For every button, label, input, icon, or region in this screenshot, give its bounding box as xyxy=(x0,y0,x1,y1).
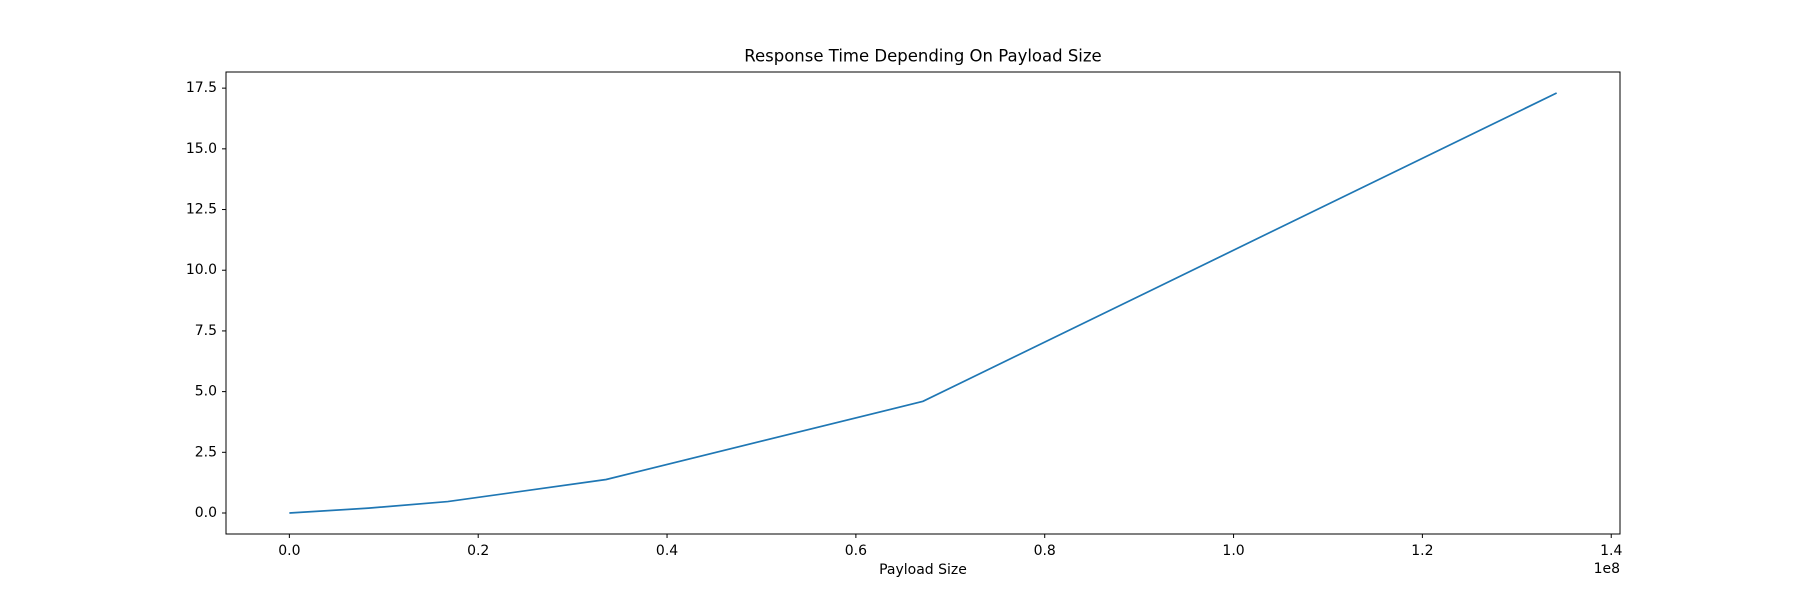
x-tick-label: 1.0 xyxy=(1222,543,1244,559)
y-tick-label: 7.5 xyxy=(195,323,217,339)
line xyxy=(289,92,1558,514)
x-tick-label: 1.4 xyxy=(1600,543,1622,559)
y-tick-label: 2.5 xyxy=(195,444,217,460)
x-offset-label: 1e8 xyxy=(1594,561,1620,577)
x-tick-label: 0.2 xyxy=(467,543,489,559)
y-tick-label: 5.0 xyxy=(195,384,217,400)
plot-frame xyxy=(225,71,1621,535)
x-tick-label: 0.8 xyxy=(1034,543,1056,559)
y-tick-label: 17.5 xyxy=(186,80,217,96)
x-tick-label: 1.2 xyxy=(1411,543,1433,559)
x-tick-label: 0.0 xyxy=(278,543,300,559)
chart-title: Response Time Depending On Payload Size xyxy=(744,47,1101,66)
x-tick-label: 0.4 xyxy=(656,543,678,559)
y-tick-label: 0.0 xyxy=(195,505,217,521)
x-tick-label: 0.6 xyxy=(845,543,867,559)
y-tick-label: 10.0 xyxy=(186,262,217,278)
y-tick-label: 12.5 xyxy=(186,202,217,218)
y-tick-label: 15.0 xyxy=(186,141,217,157)
x-axis-label: Payload Size xyxy=(879,562,967,578)
